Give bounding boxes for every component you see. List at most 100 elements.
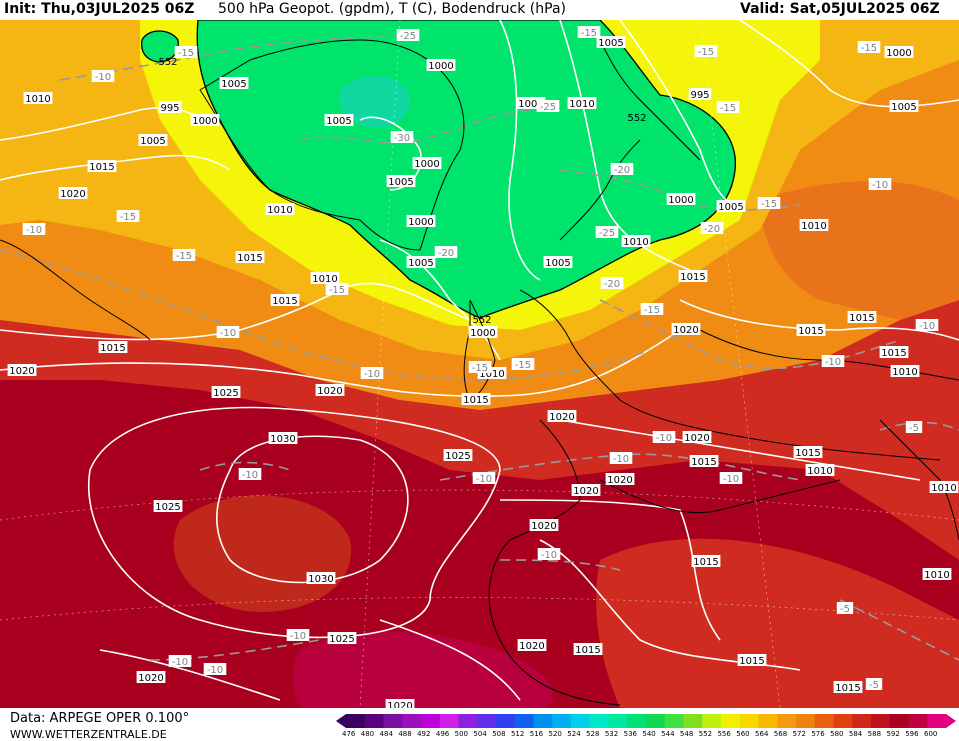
isotherm-label: -15 bbox=[694, 45, 718, 58]
isobar-label-text: 1010 bbox=[267, 205, 292, 216]
isobar-label-text: 1015 bbox=[575, 645, 600, 656]
scale-swatch bbox=[683, 714, 703, 728]
isobar-label-text: 1025 bbox=[445, 451, 470, 462]
isotherm-label-text: -10 bbox=[220, 328, 236, 339]
isobar-label-text: 1020 bbox=[519, 641, 544, 652]
isobar-label: 1020 bbox=[529, 519, 559, 532]
isobar-label-text: 1010 bbox=[479, 369, 504, 380]
isobar-label: 1015 bbox=[833, 681, 863, 694]
scale-swatch bbox=[496, 714, 516, 728]
scale-tick-label: 548 bbox=[679, 730, 694, 738]
scale-tick-label: 584 bbox=[848, 730, 863, 738]
isobar-label-text: 1020 bbox=[684, 433, 709, 444]
scale-tick-label: 568 bbox=[773, 730, 788, 738]
site-url[interactable]: WWW.WETTERZENTRALE.DE bbox=[10, 728, 167, 741]
scale-tick-label: 496 bbox=[435, 730, 450, 738]
scale-swatch bbox=[796, 714, 816, 728]
isotherm-label: -15 bbox=[511, 358, 535, 371]
scale-tick-label: 544 bbox=[661, 730, 675, 738]
isobar-label: 1015 bbox=[793, 446, 823, 459]
scale-swatch bbox=[739, 714, 759, 728]
isobar-label-text: 1015 bbox=[89, 162, 114, 173]
isotherm-label-text: -10 bbox=[207, 665, 223, 676]
isobar-label-text: 1020 bbox=[573, 486, 598, 497]
isotherm-label-text: -15 bbox=[644, 305, 660, 316]
isotherm-label: -25 bbox=[595, 226, 619, 239]
scale-tick-label: 528 bbox=[586, 730, 600, 738]
isobar-label-text: 1025 bbox=[213, 388, 238, 399]
isobar-label-text: 1005 bbox=[891, 102, 916, 113]
isotherm-label: -15 bbox=[640, 303, 664, 316]
geopotential-label-text: 552 bbox=[158, 57, 177, 68]
scale-tick-label: 476 bbox=[342, 730, 356, 738]
isobar-label-text: 1015 bbox=[272, 296, 297, 307]
isobar-label: 1020 bbox=[571, 484, 601, 497]
geopotential-label-text: 552 bbox=[472, 315, 491, 326]
isotherm-label-text: -30 bbox=[394, 133, 410, 144]
isotherm-label-text: -10 bbox=[95, 72, 111, 83]
isobar-label-text: 1030 bbox=[308, 574, 333, 585]
isobar-label-text: 1015 bbox=[881, 348, 906, 359]
scale-swatch bbox=[777, 714, 797, 728]
isobar-label: 995 bbox=[158, 101, 182, 114]
isobar-label: 1005 bbox=[219, 77, 249, 90]
scale-swatch bbox=[702, 714, 722, 728]
isotherm-label: -10 bbox=[868, 178, 892, 191]
isobar-label-text: 1010 bbox=[924, 570, 949, 581]
isobar-label: 1015 bbox=[691, 555, 721, 568]
isobar-label: 1005 bbox=[543, 256, 573, 269]
isotherm-label: -10 bbox=[472, 472, 496, 485]
scale-tick-label: 580 bbox=[830, 730, 844, 738]
isotherm-label: -30 bbox=[390, 131, 414, 144]
isobar-label-text: 1010 bbox=[312, 274, 337, 285]
isobar-label-text: 1015 bbox=[693, 557, 718, 568]
isotherm-label: -5 bbox=[905, 421, 923, 434]
isobar-label-text: 1000 bbox=[886, 48, 911, 59]
isobar-label-text: 1000 bbox=[470, 328, 495, 339]
isotherm-label: -10 bbox=[537, 548, 561, 561]
isobar-label-text: 995 bbox=[160, 103, 179, 114]
isobar-label: 1000 bbox=[190, 114, 220, 127]
isobar-label: 995 bbox=[688, 88, 712, 101]
isotherm-label-text: -25 bbox=[599, 228, 615, 239]
isobar-label-text: 1005 bbox=[545, 258, 570, 269]
isobar-label-text: 1015 bbox=[237, 253, 262, 264]
isotherm-label: -20 bbox=[610, 163, 634, 176]
isobar-label: 1010 bbox=[621, 235, 651, 248]
field-orange-east bbox=[760, 181, 959, 320]
isobar-label: 1005 bbox=[716, 200, 746, 213]
scale-tick-label: 484 bbox=[379, 730, 393, 738]
scale-swatch bbox=[514, 714, 534, 728]
isobar-label: 1020 bbox=[605, 473, 635, 486]
isobar-label-text: 1005 bbox=[718, 202, 743, 213]
isobar-label-text: 1000 bbox=[668, 195, 693, 206]
scale-swatch bbox=[439, 714, 459, 728]
isobar-label-text: 1000 bbox=[192, 116, 217, 127]
isobar-label-text: 1015 bbox=[835, 683, 860, 694]
isobar-label: 1015 bbox=[98, 341, 128, 354]
scale-tick-label: 520 bbox=[548, 730, 562, 738]
isotherm-label-text: -15 bbox=[120, 212, 136, 223]
isobar-label: 1005 bbox=[324, 114, 354, 127]
scale-swatch bbox=[383, 714, 403, 728]
isobar-label-text: 1020 bbox=[138, 673, 163, 684]
isotherms bbox=[0, 36, 959, 661]
isotherm-label-text: -10 bbox=[613, 454, 629, 465]
scale-arrow-right bbox=[946, 714, 956, 728]
isobar-label: 1010 bbox=[890, 365, 920, 378]
isotherm-label-text: -5 bbox=[909, 423, 919, 434]
scale-swatch bbox=[552, 714, 572, 728]
geopotential-label-text: 552 bbox=[627, 113, 646, 124]
isobar-label: 1015 bbox=[678, 270, 708, 283]
isobar-label-text: 1010 bbox=[569, 99, 594, 110]
color-scale-labels: 476 480 484 488 492 496 500 504 508 512 516 520 524 5… bbox=[336, 730, 956, 740]
field-teal-core bbox=[339, 76, 411, 129]
scale-swatch bbox=[833, 714, 853, 728]
isotherm-label-text: -15 bbox=[472, 363, 488, 374]
isobar-label: 1020 bbox=[315, 384, 345, 397]
isobar-label-text: 1015 bbox=[849, 313, 874, 324]
isotherm-label-text: -25 bbox=[400, 31, 416, 42]
isobar-label-text: 1020 bbox=[9, 366, 34, 377]
isobar-label-text: 1015 bbox=[680, 272, 705, 283]
